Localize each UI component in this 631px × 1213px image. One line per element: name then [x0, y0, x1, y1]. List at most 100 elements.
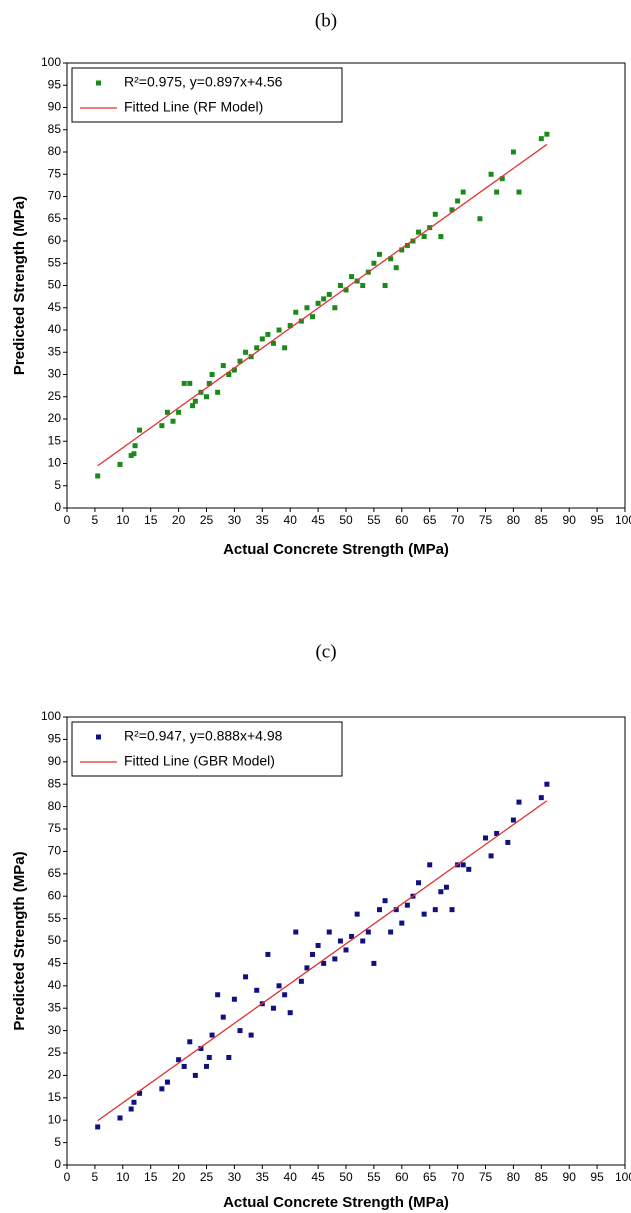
y-tick-label: 55	[48, 255, 62, 269]
x-tick-label: 80	[507, 513, 521, 527]
point	[360, 283, 366, 288]
point	[270, 340, 276, 346]
point	[287, 1010, 293, 1016]
point	[298, 318, 304, 324]
plot-frame	[66, 62, 626, 509]
y-tick-label: 80	[48, 799, 62, 813]
point	[164, 409, 170, 415]
point	[393, 907, 399, 913]
y-tick-label: 15	[48, 433, 62, 447]
point	[259, 336, 265, 342]
x-tick-label: 5	[92, 513, 99, 527]
point	[343, 287, 349, 293]
x-tick-label: 35	[256, 1170, 270, 1184]
x-tick-label: 50	[339, 513, 353, 527]
point	[190, 403, 196, 409]
point	[237, 1028, 243, 1034]
x-tick-label: 60	[395, 513, 409, 527]
point	[349, 934, 355, 940]
point	[206, 1054, 212, 1060]
point	[432, 211, 438, 217]
y-tick-label: 35	[48, 344, 62, 358]
point	[494, 189, 500, 195]
y-tick-label: 5	[54, 1135, 61, 1149]
x-tick-label: 30	[228, 513, 242, 527]
y-tick-label: 85	[48, 122, 62, 136]
y-tick-label: 100	[41, 55, 61, 69]
point	[128, 1106, 134, 1112]
x-tick-label: 25	[200, 1170, 214, 1184]
y-tick-label: 10	[48, 1112, 62, 1126]
point	[159, 1086, 165, 1092]
y-axis-label: Predicted Strength (MPa)	[11, 851, 28, 1030]
point	[488, 853, 494, 859]
point	[544, 781, 550, 787]
point	[204, 1063, 209, 1069]
point	[254, 345, 260, 351]
x-tick-label: 25	[200, 513, 214, 527]
point	[404, 902, 410, 908]
x-tick-label: 55	[367, 513, 381, 527]
y-tick-label: 20	[48, 411, 62, 425]
point	[505, 839, 511, 845]
point	[265, 951, 271, 957]
y-tick-label: 10	[48, 456, 62, 470]
point	[209, 1032, 215, 1038]
point	[315, 300, 321, 306]
x-tick-label: 85	[535, 513, 549, 527]
y-tick-label: 80	[48, 144, 62, 158]
x-axis-label: Actual Concrete Strength (MPa)	[223, 1194, 449, 1211]
point	[376, 251, 382, 257]
x-tick-label: 10	[116, 513, 130, 527]
point	[337, 938, 343, 944]
y-tick-label: 20	[48, 1068, 62, 1082]
legend-label: R²=0.947, y=0.888x+4.98	[124, 728, 283, 744]
x-tick-label: 0	[64, 513, 71, 527]
x-tick-label: 95	[590, 513, 604, 527]
point	[538, 136, 544, 142]
point	[332, 956, 338, 962]
y-axis-label: Predicted Strength (MPa)	[11, 196, 28, 375]
point	[304, 305, 310, 311]
y-tick-label: 25	[48, 1045, 62, 1059]
x-tick-label: 15	[144, 513, 158, 527]
point	[421, 911, 427, 917]
x-tick-label: 55	[367, 1170, 381, 1184]
point	[483, 835, 488, 841]
y-tick-label: 65	[48, 866, 62, 880]
x-tick-label: 20	[172, 513, 186, 527]
y-tick-label: 90	[48, 100, 62, 114]
point	[399, 247, 405, 253]
point	[170, 418, 176, 424]
fit-line	[97, 143, 548, 467]
point	[159, 423, 165, 429]
point	[192, 398, 198, 404]
point	[321, 296, 327, 302]
y-tick-label: 55	[48, 911, 62, 925]
point	[128, 452, 134, 458]
point	[321, 960, 327, 966]
point	[332, 305, 338, 311]
point	[215, 389, 221, 395]
point	[231, 996, 237, 1002]
point	[220, 363, 226, 369]
legend-marker	[96, 734, 101, 740]
point	[404, 242, 410, 248]
x-tick-label: 90	[563, 1170, 577, 1184]
y-tick-label: 85	[48, 776, 62, 790]
x-tick-label: 75	[479, 513, 493, 527]
legend-label: Fitted Line (RF Model)	[124, 99, 263, 115]
y-tick-label: 60	[48, 888, 62, 902]
y-tick-label: 75	[48, 166, 62, 180]
point	[544, 131, 550, 137]
point	[310, 314, 316, 320]
y-tick-label: 70	[48, 844, 62, 858]
x-tick-label: 5	[92, 1170, 99, 1184]
y-tick-label: 0	[54, 500, 61, 514]
x-tick-label: 30	[228, 1170, 242, 1184]
point	[117, 1115, 123, 1121]
point	[326, 291, 332, 297]
y-tick-label: 70	[48, 189, 62, 203]
point	[376, 907, 382, 913]
